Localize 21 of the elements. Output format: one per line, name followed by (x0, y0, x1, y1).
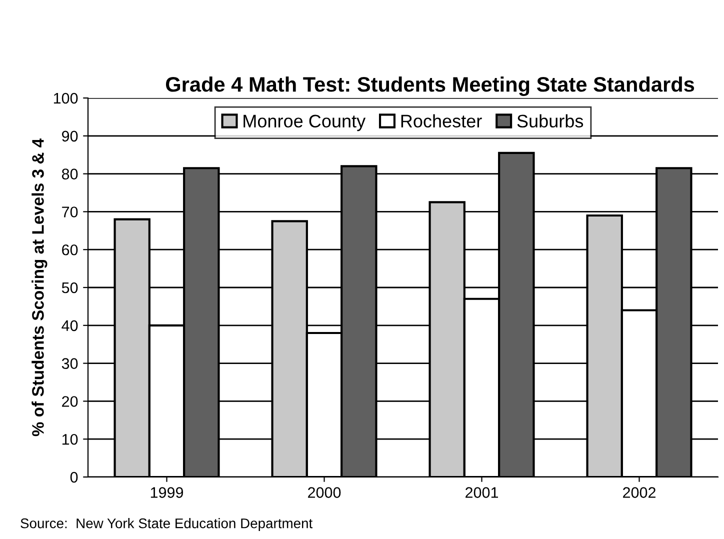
y-tick-label: 60 (62, 244, 78, 256)
source-note: Source: New York State Education Department (20, 518, 313, 531)
y-tick-label: 40 (62, 320, 78, 332)
y-axis-title: % of Students Scoring at Levels 3 & 4 (32, 138, 48, 436)
legend-label: Suburbs (517, 114, 584, 128)
chart-title: Grade 4 Math Test: Students Meeting State Standards (166, 76, 694, 96)
x-tick-label: 2002 (623, 487, 656, 498)
y-tick-label: 100 (54, 92, 78, 104)
y-tick-label: 70 (62, 206, 78, 218)
y-tick-label: 90 (62, 130, 78, 142)
y-tick-label: 50 (62, 282, 78, 294)
y-tick-label: 20 (62, 396, 78, 407)
y-tick-label: 80 (62, 168, 78, 180)
legend-label: Monroe County (244, 114, 366, 132)
x-tick-label: 2001 (466, 487, 498, 498)
x-tick-label: 1999 (150, 487, 184, 498)
y-tick-label: 10 (62, 434, 78, 445)
x-tick-label: 2000 (308, 487, 341, 498)
y-tick-label: 30 (62, 358, 78, 369)
y-tick-label: 0 (70, 472, 78, 483)
legend-label: Rochester (401, 114, 482, 128)
